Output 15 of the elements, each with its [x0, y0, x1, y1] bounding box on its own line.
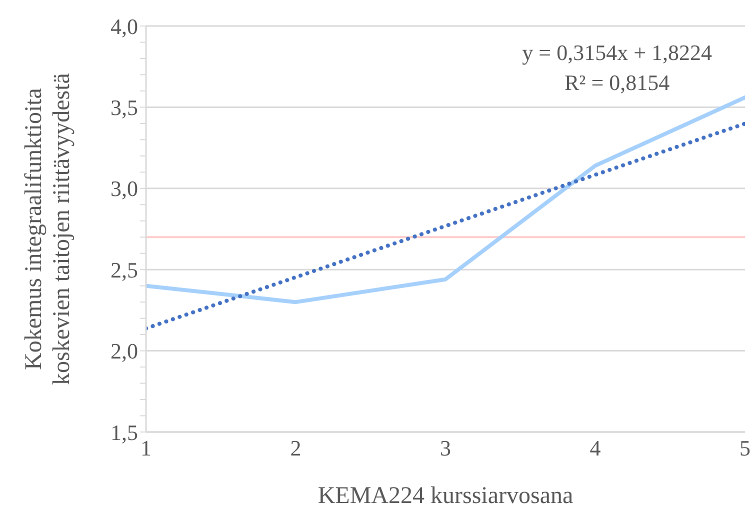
x-tick-label: 1 [140, 436, 152, 461]
y-axis-title: Kokemus integraalifunktioita koskevien taitojen riittävyydestä [20, 72, 76, 387]
annotation: R² = 0,8154 [563, 69, 671, 97]
y-tick-label: 2,5 [110, 257, 138, 282]
y-tick-label: 2,0 [110, 338, 138, 364]
y-tick-label: 4,0 [110, 14, 138, 39]
x-tick-label: 3 [440, 436, 451, 461]
x-axis-title: KEMA224 kurssiarvosana [316, 483, 574, 510]
y-tick-label: 3,5 [110, 95, 138, 120]
y-tick-label: 3,0 [110, 176, 138, 202]
y-tick-label: 1,5 [110, 420, 138, 445]
x-tick-label: 5 [740, 436, 750, 461]
x-tick-label: 4 [590, 436, 601, 461]
x-tick-label: 2 [290, 436, 302, 461]
annotation: y = 0,3154x + 1,8224 [522, 39, 712, 67]
